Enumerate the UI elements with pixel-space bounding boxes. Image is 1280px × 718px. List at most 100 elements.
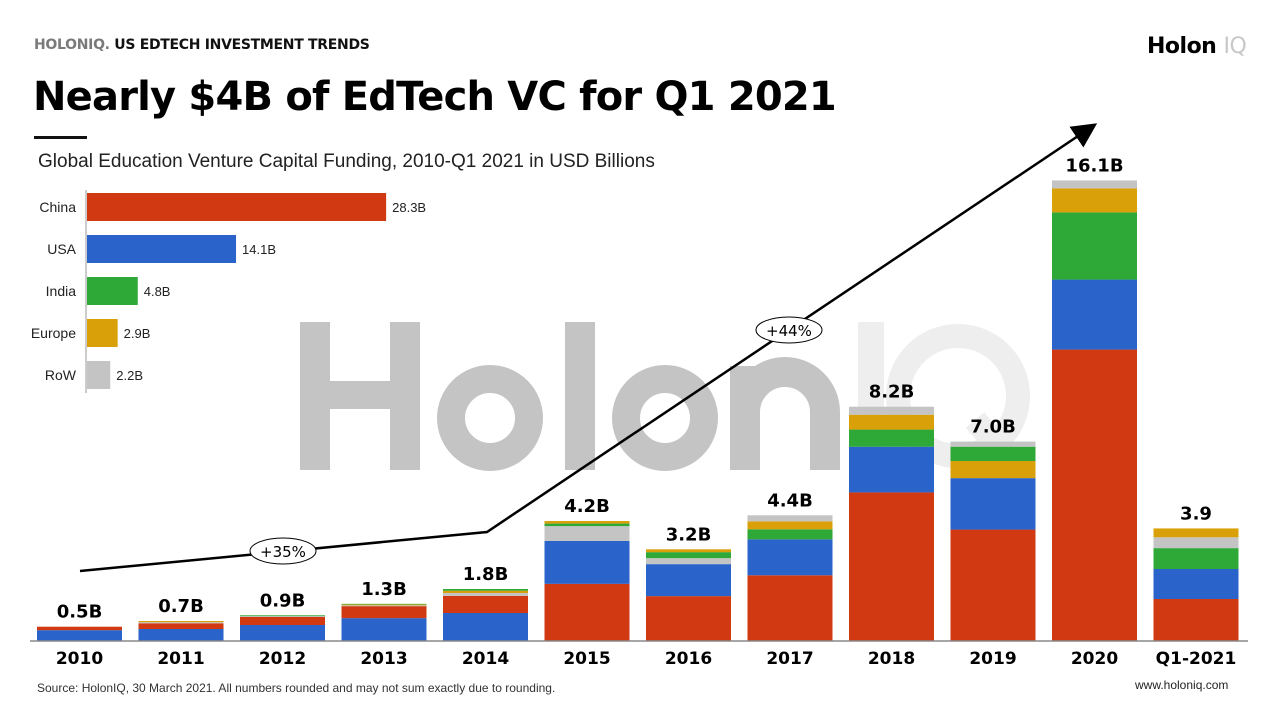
segment-row [1052,180,1137,189]
segment-india [341,603,427,605]
watermark-holon [300,322,840,471]
segment-india [1052,212,1137,280]
segment-china [1052,349,1137,641]
annotation-44: +44% [755,316,823,344]
country-bar-chart: China 28.3B USA 14.1B India 4.8B Europe 2.9B RoW… [31,190,426,393]
segment-row [138,622,224,624]
kicker-text: US EDTECH INVESTMENT TRENDS [114,37,370,53]
segment-china [37,626,122,631]
segment-row [646,558,731,565]
segment-india [544,523,630,527]
segment-india [443,589,528,591]
segment-europe [849,414,934,430]
segment-usa [138,629,224,641]
title-divider [34,136,87,139]
x-tick-label: Q1-2021 [1156,649,1237,669]
segment-china [1153,599,1239,641]
x-tick-label: 2010 [56,649,103,669]
bar-2012: 0.9B 2012 [240,590,325,669]
bar-2016: 3.2B 2016 [646,524,731,669]
x-tick-label: 2019 [969,649,1016,669]
segment-europe [1153,528,1239,538]
x-tick-label: 2018 [868,649,915,669]
segment-row [443,593,528,596]
x-tick-label: 2012 [259,649,306,669]
website-link[interactable]: www.holoniq.com [1135,678,1229,692]
segment-china [849,492,934,641]
category-label: RoW [45,367,77,383]
bar-2014: 1.8B 2014 [443,564,528,669]
total-label: 0.9B [260,590,306,611]
value-label: 4.8B [144,284,171,299]
segment-china [240,617,325,625]
total-label: 3.9 [1180,503,1212,524]
segment-row [950,441,1036,447]
annotation-label: +44% [766,322,812,340]
segment-usa [1153,569,1239,599]
segment-usa [646,564,731,597]
segment-row [1153,537,1239,549]
chart-subtitle: Global Education Venture Capital Funding… [38,151,655,172]
x-tick-label: 2016 [665,649,712,669]
total-label: 1.8B [463,564,509,585]
segment-row [544,526,630,541]
segment-usa [544,541,630,584]
segment-europe [1052,188,1137,213]
segment-india [1153,548,1239,569]
segment-india [747,529,833,540]
bar-usa [87,235,237,263]
segment-usa [240,625,325,641]
value-label: 28.3B [392,200,426,215]
segment-china [138,623,224,629]
kicker: HOLONIQ. US EDTECH INVESTMENT TRENDS [34,37,370,53]
x-tick-label: 2015 [563,649,610,669]
category-label: China [39,199,76,215]
logo-iq: IQ [1223,34,1247,59]
segment-europe [341,604,427,606]
segment-row [240,616,325,617]
bar-china [87,193,387,221]
segment-china [544,583,630,641]
x-tick-label: 2017 [766,649,813,669]
segment-usa [37,630,122,641]
total-label: 0.5B [57,602,103,623]
segment-usa [443,613,528,641]
bar-2015: 4.2B 2015 [544,496,630,669]
segment-row [341,605,427,607]
x-tick-label: 2014 [462,649,509,669]
segment-india [950,446,1036,461]
bar-2020: 16.1B 2020 [1052,155,1137,669]
segment-usa [341,618,427,641]
total-label: 4.4B [767,490,813,511]
bar-2018: 8.2B 2018 [849,382,934,669]
segment-europe [950,461,1036,479]
x-tick-label: 2011 [157,649,204,669]
category-label: Europe [31,325,76,341]
total-label: 4.2B [564,496,610,517]
segment-europe [646,549,731,553]
bar-2010: 0.5B 2010 [37,602,122,669]
segment-china [341,606,427,619]
segment-usa [1052,279,1137,350]
total-label: 16.1B [1065,155,1123,176]
bar-2017: 4.4B 2017 [747,490,833,669]
total-label: 0.7B [158,596,204,617]
segment-europe [138,621,224,623]
bar-2011: 0.7B 2011 [138,596,224,669]
bar-row [87,361,111,389]
segment-china [646,596,731,641]
segment-china [443,595,528,613]
total-label: 1.3B [361,579,407,600]
total-label: 8.2B [869,382,915,403]
logo-text: Holon [1147,34,1217,59]
segment-row [747,515,833,522]
value-label: 2.2B [116,368,143,383]
x-tick-label: 2013 [360,649,407,669]
segment-usa [950,478,1036,530]
x-tick-label: 2020 [1071,649,1118,669]
segment-india [240,615,325,617]
source-note: Source: HolonIQ, 30 March 2021. All numb… [37,681,556,695]
segment-europe [443,590,528,593]
segment-usa [849,446,934,493]
